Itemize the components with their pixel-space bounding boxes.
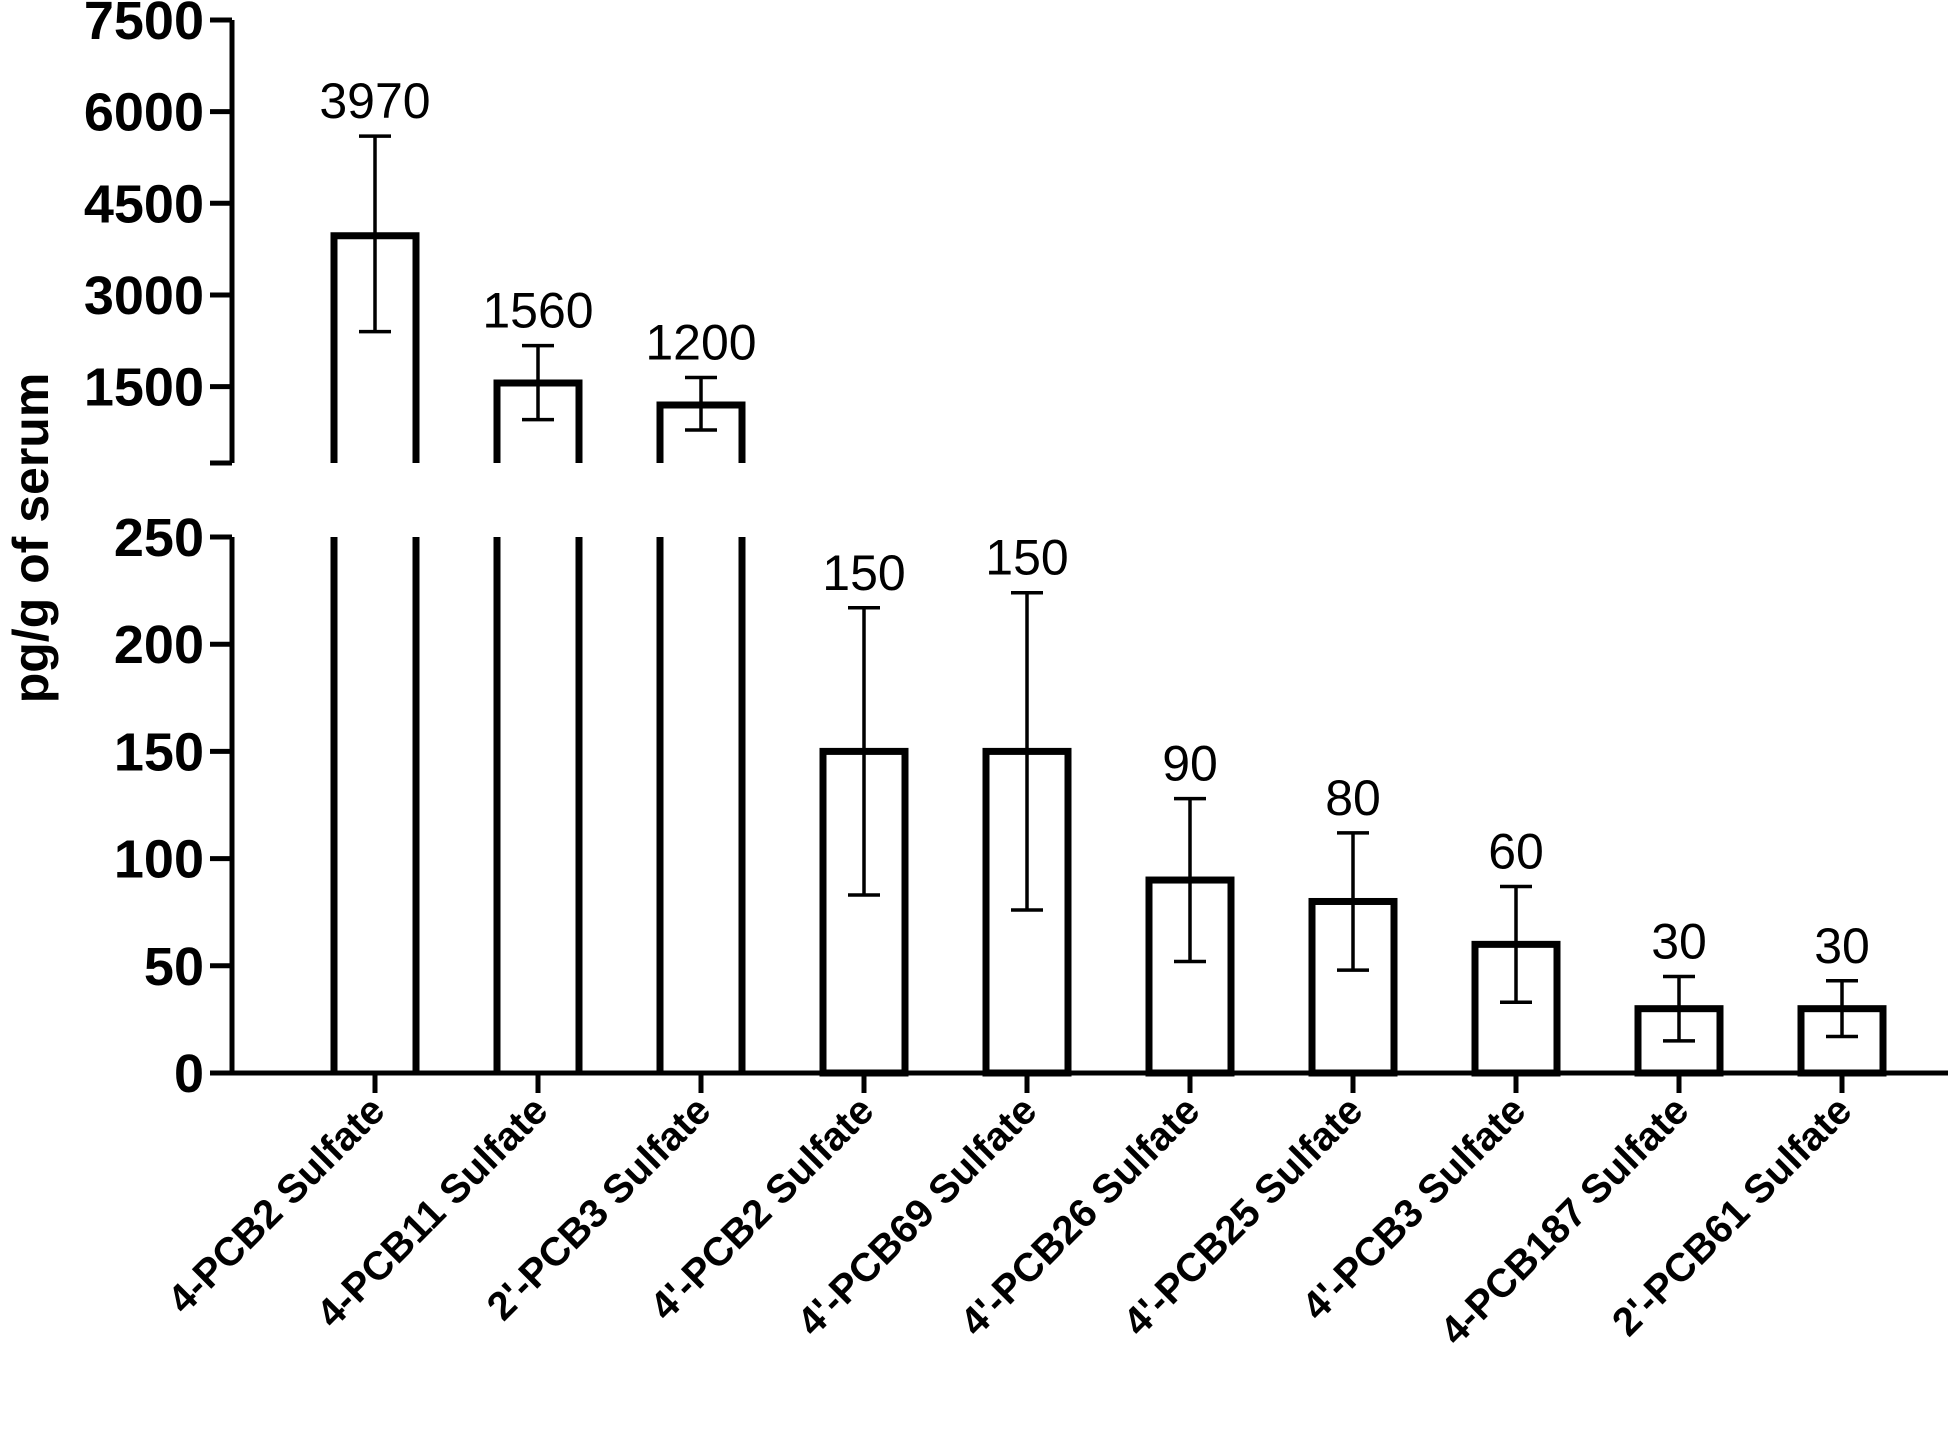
bars bbox=[330, 134, 1887, 1077]
y-tick-label: 4500 bbox=[84, 174, 204, 234]
data-label: 80 bbox=[1325, 770, 1381, 826]
y-tick-label: 7500 bbox=[84, 0, 204, 51]
y-tick-label: 50 bbox=[144, 937, 204, 997]
y-tick-label: 1500 bbox=[84, 358, 204, 418]
data-label: 30 bbox=[1651, 914, 1707, 970]
bar bbox=[1797, 1005, 1887, 1077]
y-tick-label: 6000 bbox=[84, 83, 204, 143]
data-label: 150 bbox=[985, 530, 1068, 586]
y-tick-label: 200 bbox=[114, 615, 204, 675]
data-label: 1200 bbox=[645, 314, 756, 370]
data-label: 30 bbox=[1814, 918, 1870, 974]
data-label: 150 bbox=[822, 545, 905, 601]
y-tick-label: 0 bbox=[174, 1044, 204, 1104]
data-label: 3970 bbox=[319, 73, 430, 129]
data-label: 90 bbox=[1162, 736, 1218, 792]
data-label: 1560 bbox=[482, 283, 593, 339]
data-label: 60 bbox=[1488, 823, 1544, 879]
y-tick-label: 250 bbox=[114, 508, 204, 568]
y-tick-label: 150 bbox=[114, 722, 204, 782]
y-tick-label: 3000 bbox=[84, 266, 204, 326]
axes: 0 50 100 150 200 250 1500 3000 4500 6000 7500 bbox=[84, 0, 1948, 1104]
y-axis-label: pg/g of serum bbox=[3, 373, 59, 704]
y-tick-label: 100 bbox=[114, 830, 204, 890]
